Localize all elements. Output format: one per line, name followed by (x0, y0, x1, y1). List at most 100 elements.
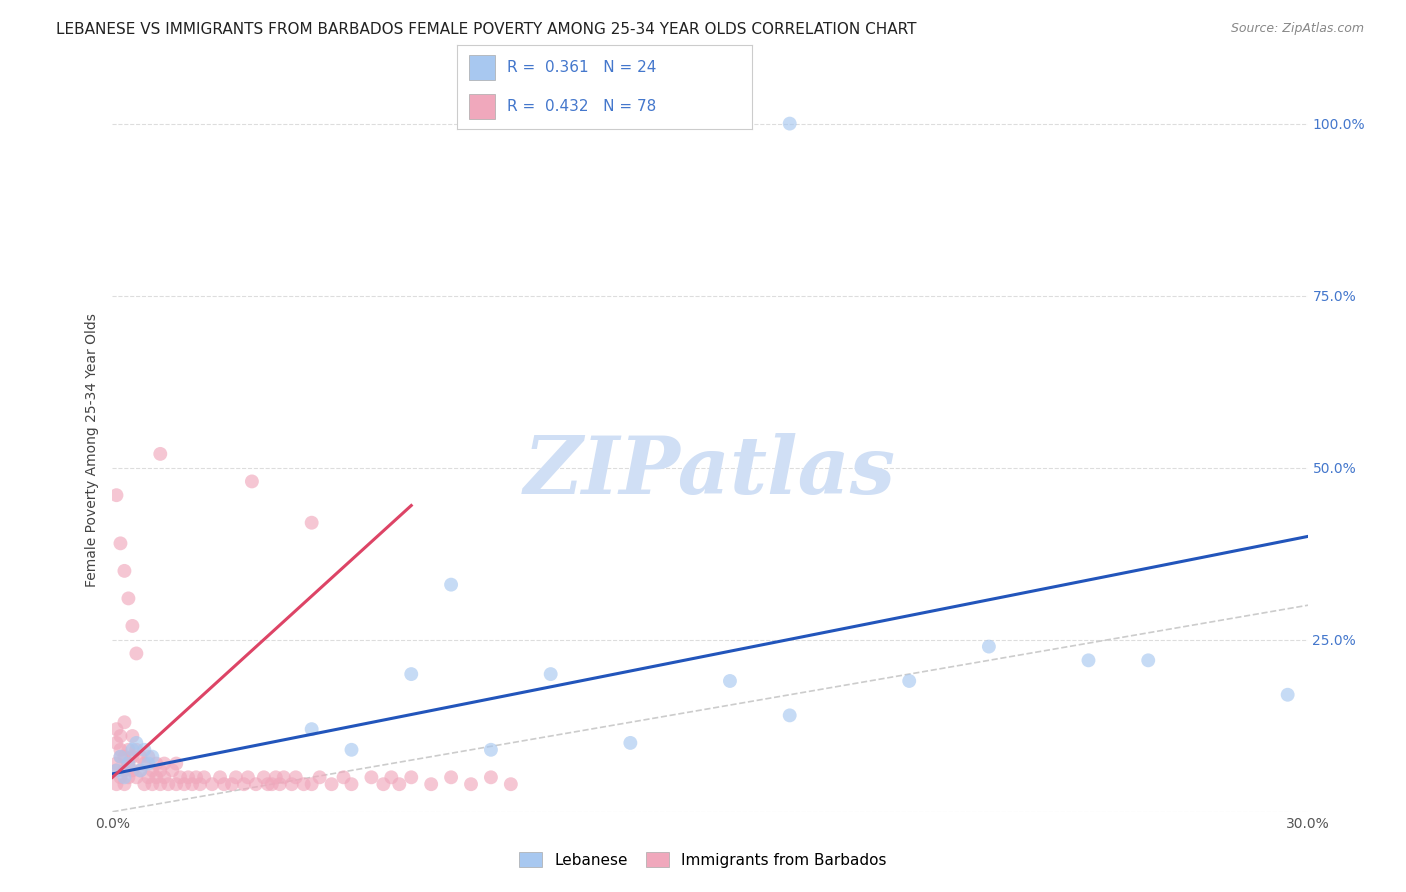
Point (110, 536, 132, 550)
Point (134, 756, 156, 771)
Y-axis label: Female Poverty Among 25-34 Year Olds: Female Poverty Among 25-34 Year Olds (86, 313, 100, 588)
Point (134, 743, 156, 757)
Point (105, 488, 128, 502)
Point (401, 667, 423, 681)
Point (233, 777, 256, 791)
Point (173, 777, 195, 791)
Point (117, 756, 139, 771)
Point (188, 777, 211, 791)
Point (977, 640, 1000, 654)
Point (117, 770, 139, 784)
Point (281, 777, 304, 791)
Point (1277, 688, 1299, 702)
Point (141, 777, 163, 791)
Point (153, 756, 176, 771)
Point (138, 749, 160, 764)
Point (114, 764, 135, 778)
Point (1137, 653, 1160, 667)
Point (153, 770, 176, 784)
Point (125, 647, 148, 661)
Point (221, 777, 243, 791)
Point (340, 743, 363, 757)
Point (121, 749, 143, 764)
Point (141, 749, 163, 764)
Point (479, 743, 502, 757)
Point (105, 756, 128, 771)
Text: R =  0.432   N = 78: R = 0.432 N = 78 (508, 99, 657, 114)
Point (264, 770, 287, 784)
Point (121, 729, 143, 743)
Point (114, 749, 135, 764)
Point (209, 770, 232, 784)
Point (117, 743, 139, 757)
Point (236, 770, 259, 784)
Text: LEBANESE VS IMMIGRANTS FROM BARBADOS FEMALE POVERTY AMONG 25-34 YEAR OLDS CORREL: LEBANESE VS IMMIGRANTS FROM BARBADOS FEM… (56, 22, 917, 37)
Point (125, 770, 148, 784)
Point (269, 777, 291, 791)
Point (301, 516, 323, 530)
Point (193, 770, 215, 784)
Point (440, 770, 463, 784)
Point (273, 770, 295, 784)
Point (380, 770, 402, 784)
Point (105, 764, 128, 778)
Point (114, 564, 135, 578)
Point (157, 777, 180, 791)
Point (201, 777, 224, 791)
Point (114, 777, 135, 791)
Point (110, 743, 132, 757)
Point (619, 736, 641, 750)
Point (898, 673, 921, 688)
Point (1077, 653, 1099, 667)
Point (110, 729, 132, 743)
Point (149, 764, 172, 778)
Point (718, 673, 741, 688)
Point (105, 722, 128, 736)
Point (117, 591, 139, 606)
Point (114, 770, 135, 784)
Point (117, 756, 139, 771)
Point (138, 770, 160, 784)
Point (257, 777, 280, 791)
Point (240, 475, 263, 489)
Point (114, 715, 135, 730)
Point (373, 777, 395, 791)
Point (141, 764, 163, 778)
Text: R =  0.361   N = 24: R = 0.361 N = 24 (508, 60, 657, 75)
Point (129, 764, 152, 778)
Point (134, 777, 156, 791)
Point (301, 777, 323, 791)
Point (162, 764, 183, 778)
Text: ZIPatlas: ZIPatlas (524, 434, 896, 511)
Point (479, 770, 502, 784)
Point (340, 777, 363, 791)
Point (388, 777, 411, 791)
Point (121, 619, 143, 633)
Point (129, 749, 152, 764)
Legend: Lebanese, Immigrants from Barbados: Lebanese, Immigrants from Barbados (512, 844, 894, 875)
Point (440, 577, 463, 591)
Point (177, 770, 200, 784)
FancyBboxPatch shape (468, 54, 495, 80)
Point (110, 770, 132, 784)
Point (186, 770, 208, 784)
Point (181, 777, 204, 791)
Point (499, 777, 522, 791)
Point (125, 736, 148, 750)
Point (169, 770, 191, 784)
Text: Source: ZipAtlas.com: Source: ZipAtlas.com (1230, 22, 1364, 36)
Point (245, 777, 267, 791)
Point (301, 722, 323, 736)
Point (779, 117, 801, 131)
Point (110, 749, 132, 764)
Point (212, 777, 235, 791)
Point (105, 777, 128, 791)
Point (253, 770, 276, 784)
Point (779, 708, 801, 723)
Point (420, 777, 443, 791)
Point (138, 756, 160, 771)
Point (284, 770, 307, 784)
Point (110, 749, 132, 764)
Point (129, 764, 152, 778)
Point (360, 770, 382, 784)
